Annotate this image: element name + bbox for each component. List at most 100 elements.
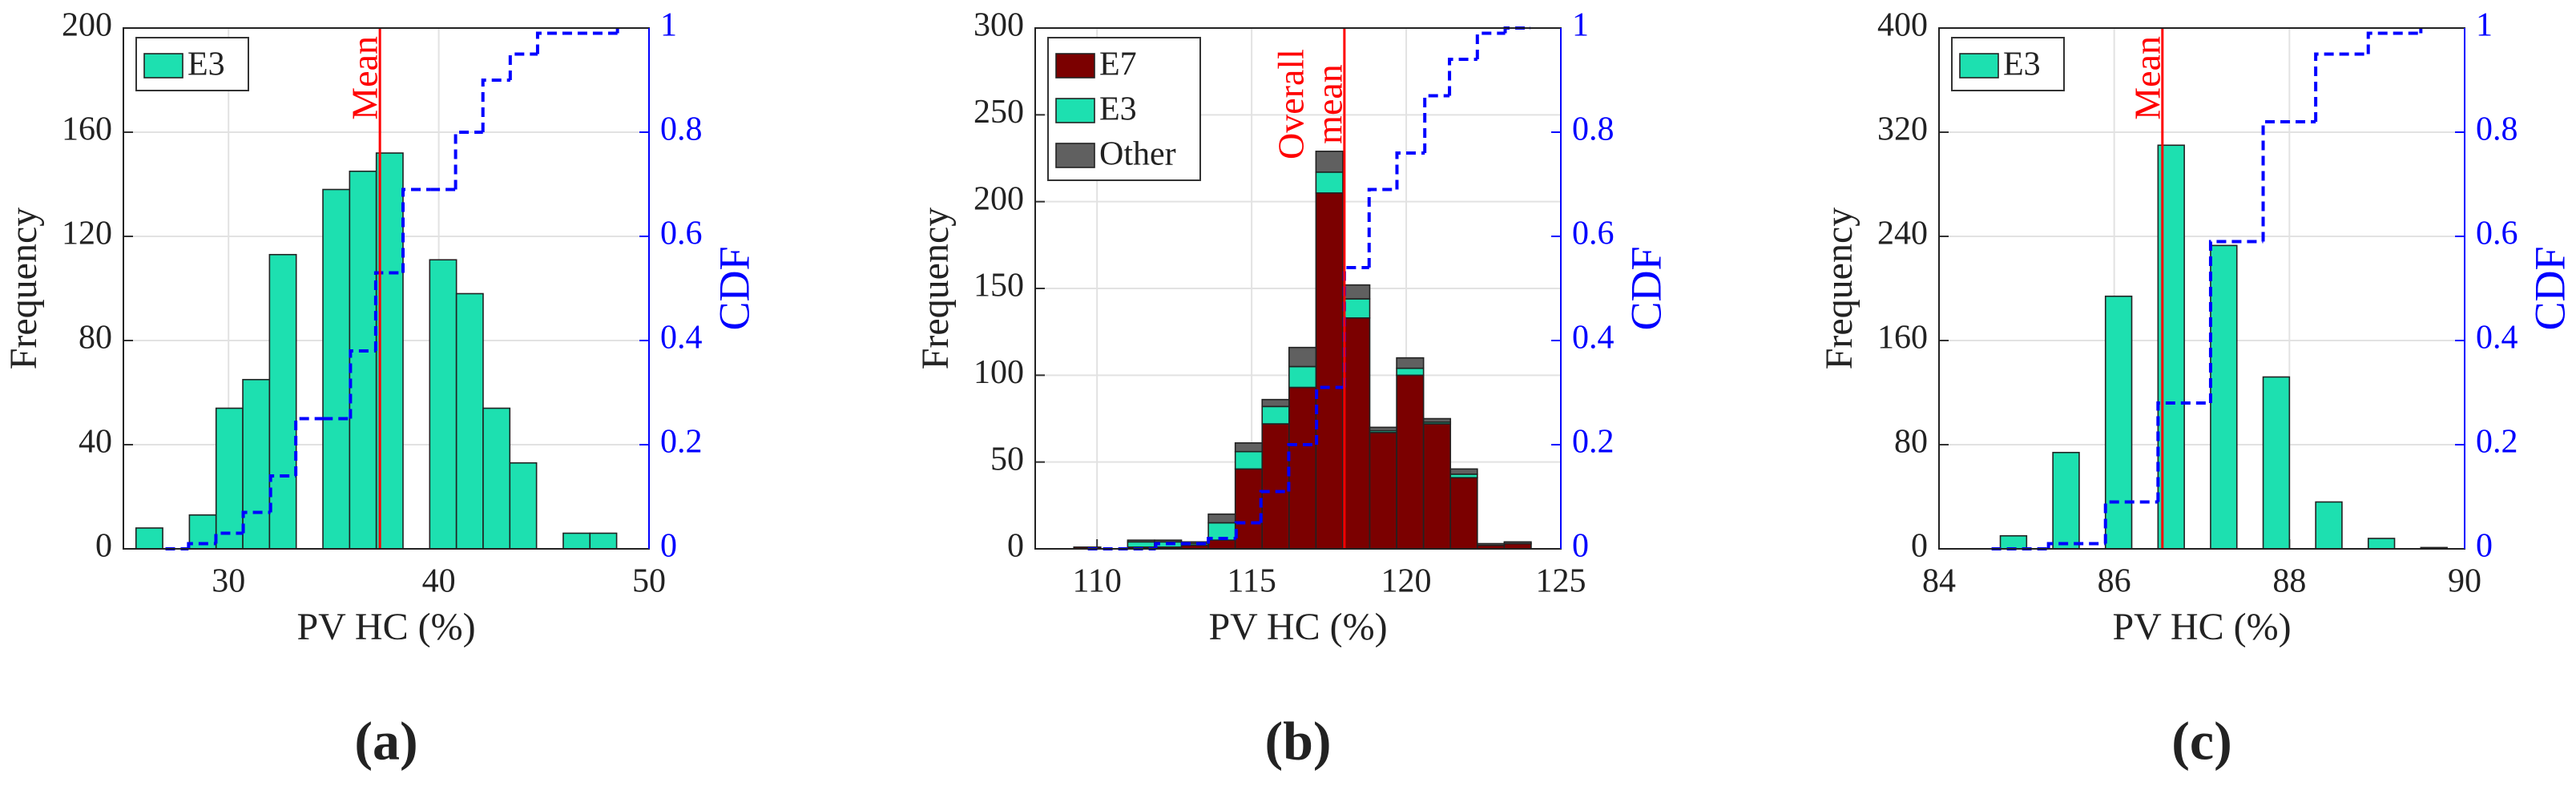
cdf-step: [535, 31, 618, 54]
bar-segment: [1261, 405, 1290, 425]
legend-swatch: [1959, 53, 1999, 79]
bar-segment: [1422, 423, 1452, 550]
bar-segment: [1234, 450, 1264, 470]
bar-segment: [562, 532, 591, 550]
x-axis-label: PV HC (%): [2112, 606, 2291, 648]
x-tick-label: 30: [212, 563, 245, 600]
cdf-step: [349, 349, 376, 419]
bar-segment: [322, 188, 351, 550]
bar-segment: [1288, 386, 1317, 550]
y2-axis-label: CDF: [2526, 246, 2574, 330]
legend-label: E3: [2003, 46, 2041, 83]
y-tick-label: 0: [1007, 528, 1024, 565]
bar-segment: [242, 378, 271, 550]
bar-segment: [1261, 398, 1290, 408]
x-tick-label: 120: [1381, 563, 1432, 600]
y2-tick-label: 0: [660, 528, 677, 565]
cdf-step: [294, 417, 324, 476]
y-tick-label: 320: [1877, 111, 1928, 148]
bar-segment: [1342, 317, 1371, 550]
mean-label: Mean: [2127, 36, 2167, 120]
y2-tick-label: 1: [660, 7, 677, 44]
y2-tick-label: 0.2: [660, 424, 703, 461]
bar-segment: [1449, 477, 1478, 550]
cdf-step: [1367, 187, 1397, 268]
bar-segment: [1999, 534, 2028, 550]
cdf-step: [1423, 94, 1450, 153]
y2-tick-label: 0: [2476, 528, 2493, 565]
legend-label: E3: [187, 46, 225, 83]
y-tick-label: 120: [62, 216, 112, 252]
mean-label: Overall: [1270, 49, 1311, 159]
bar-segment: [2210, 244, 2238, 550]
x-tick-label: 125: [1536, 563, 1586, 600]
x-tick-label: 115: [1227, 563, 1276, 600]
legend-swatch: [143, 53, 183, 79]
cdf-step: [454, 131, 483, 190]
bar-segment: [1342, 284, 1371, 300]
legend-label: Other: [1099, 136, 1176, 173]
bar-segment: [1207, 513, 1236, 524]
y2-tick-label: 1: [1572, 7, 1589, 44]
bar-segment: [1369, 432, 1397, 550]
cdf-step: [401, 187, 431, 273]
y-tick-label: 80: [1894, 424, 1928, 461]
cdf-step: [1448, 58, 1477, 96]
bar-segment: [455, 292, 484, 550]
x-tick-label: 88: [2272, 563, 2306, 600]
bar-segment: [1396, 374, 1425, 550]
y-tick-label: 40: [79, 424, 112, 461]
bar-segment: [1127, 541, 1155, 548]
cdf-step: [481, 79, 510, 132]
y-axis-label: Frequency: [914, 208, 957, 370]
x-tick-label: 50: [632, 563, 666, 600]
y2-tick-label: 1: [2476, 7, 2493, 44]
bar-segment: [2262, 376, 2291, 550]
bar-segment: [429, 259, 458, 550]
cdf-step: [1475, 31, 1506, 59]
bar-segment: [1288, 365, 1317, 389]
y-tick-label: 160: [1877, 320, 1928, 357]
legend-label: E7: [1099, 46, 1137, 83]
bar-segment: [1315, 151, 1344, 173]
cdf-step: [187, 542, 216, 549]
y2-tick-label: 0.6: [2476, 216, 2518, 252]
y-tick-label: 200: [974, 180, 1024, 217]
plot-area: [1939, 28, 2465, 549]
x-tick-label: 90: [2448, 563, 2481, 600]
cdf-step: [1315, 385, 1344, 445]
y-tick-label: 0: [95, 528, 112, 565]
cdf-step: [1234, 521, 1261, 538]
cdf-step: [373, 271, 403, 351]
bar-segment: [1315, 171, 1344, 194]
bar-segment: [1503, 541, 1532, 545]
y2-tick-label: 0.8: [1572, 111, 1615, 148]
cdf-step: [1259, 490, 1289, 523]
cdf-step: [1287, 443, 1317, 492]
bar-segment: [2315, 501, 2343, 550]
bar-segment: [349, 170, 377, 550]
x-tick-label: 40: [422, 563, 456, 600]
bar-segment: [1154, 539, 1183, 543]
y2-tick-label: 0.6: [1572, 216, 1615, 252]
panel-label: (a): [354, 711, 417, 772]
cdf-step: [2366, 31, 2421, 54]
y-tick-label: 150: [974, 268, 1024, 304]
y-tick-label: 300: [974, 7, 1024, 44]
y-tick-label: 200: [62, 7, 112, 44]
cdf-step: [2314, 52, 2368, 122]
legend-swatch: [1055, 143, 1095, 168]
bar-segment: [2052, 451, 2080, 550]
bar-segment: [509, 462, 538, 550]
cdf-step: [2156, 401, 2211, 502]
bar-segment: [1288, 346, 1317, 368]
y2-tick-label: 0.4: [2476, 320, 2518, 357]
mean-label: Mean: [345, 36, 385, 120]
legend-swatch: [1055, 53, 1095, 79]
bar-segment: [1369, 426, 1397, 432]
cdf-step: [268, 474, 296, 513]
cdf-step: [2261, 120, 2316, 242]
bar-segment: [135, 527, 163, 550]
